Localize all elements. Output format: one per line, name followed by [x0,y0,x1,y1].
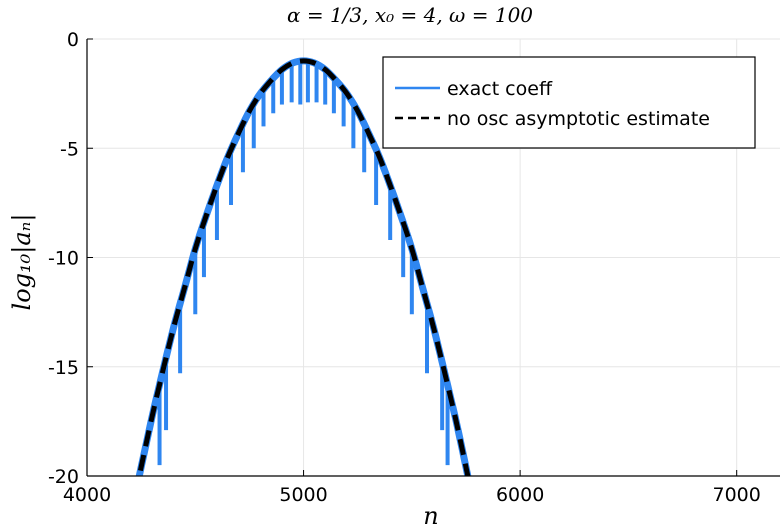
x-tick-label-1: 5000 [279,484,327,506]
legend-label-exact-coeff: exact coeff [447,78,553,100]
y-tick-label-0: 0 [67,29,79,51]
x-axis-label: n [423,502,438,530]
series-asymptotic-estimate-line [136,58,471,476]
legend-box [382,56,756,149]
x-tick-label-0: 4000 [63,484,111,506]
y-tick-label-2: -10 [48,248,79,270]
legend: exact coeff no osc asymptotic estimate [382,56,756,149]
legend-label-asymptotic-estimate: no osc asymptotic estimate [447,108,710,130]
x-tick-label-2: 6000 [496,484,544,506]
y-tick-label-3: -15 [48,357,79,379]
x-tick-label-3: 7000 [713,484,761,506]
plot-area [135,57,472,476]
y-axis-label: log₁₀|aₙ| [8,214,37,311]
y-tick-label-4: -20 [48,466,79,488]
y-tick-label-1: -5 [60,138,79,160]
ticks: 4000 5000 6000 7000 0 -5 -10 -15 -20 [48,29,761,506]
chart-title: α = 1/3, x₀ = 4, ω = 100 [287,3,533,27]
